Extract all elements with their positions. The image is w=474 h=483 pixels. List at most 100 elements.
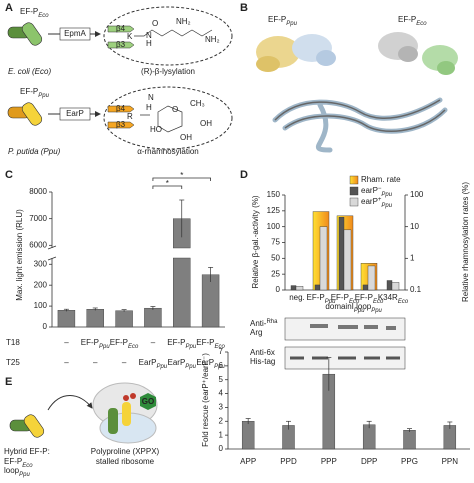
- bar: [241, 421, 255, 450]
- atom-label: H: [146, 39, 152, 48]
- bar: [338, 216, 345, 291]
- significance-star: *: [166, 179, 169, 188]
- hybrid-label: Hybrid EF-P:: [4, 447, 50, 456]
- hybrid-name-line2: loop: [4, 466, 20, 475]
- panel-label: C: [5, 169, 13, 181]
- y-tick-label: 6: [219, 361, 224, 370]
- y-tick-label: 0: [43, 322, 48, 331]
- y-tick-label: 125: [267, 206, 281, 215]
- legend-swatch: [349, 197, 359, 207]
- x-tick-label-main: EF-P: [307, 293, 325, 302]
- row-cell-sub: Eco: [215, 344, 226, 350]
- x-tick-label-line2: domainI: [325, 302, 353, 311]
- x-tick-label-sub: Eco: [398, 299, 409, 305]
- row-cell-sub: Eco: [128, 344, 139, 350]
- y-tick-label: 200: [34, 280, 48, 289]
- x-tick-label: PPN: [442, 457, 459, 466]
- modification-label: α-rhamnosylation: [137, 147, 199, 156]
- atom-label: H: [146, 103, 152, 112]
- bar: [362, 284, 369, 291]
- residue-label: R: [127, 112, 133, 121]
- eco-protein-icon: [7, 22, 43, 46]
- structure-ppu: [256, 34, 336, 72]
- row-cell: EarPPpu: [139, 358, 168, 369]
- row-cell: –: [122, 358, 127, 367]
- go-label: GO: [142, 397, 154, 406]
- y-tick-label: 300: [34, 259, 48, 268]
- row-label: T25: [6, 358, 20, 367]
- hybrid-name-main: EF-P: [4, 457, 22, 466]
- bar: [367, 265, 376, 291]
- structure-label-sub: Eco: [416, 21, 427, 27]
- y-tick-label: 4: [219, 389, 224, 398]
- row-cell-main: EF-P: [167, 338, 185, 347]
- significance-star: *: [180, 171, 183, 180]
- x-tick-label: PPD: [280, 457, 297, 466]
- y-tick-label: 1: [219, 430, 224, 439]
- y2-tick-label: 10: [410, 222, 419, 231]
- modification-label: (R)-β-lysylation: [141, 67, 195, 76]
- row-cell-main: EarP: [168, 358, 186, 367]
- rhamnose-ring: [140, 105, 183, 133]
- bar: [319, 226, 328, 291]
- y-tick-label: 6000: [29, 240, 47, 249]
- enzyme-label: EpmA: [64, 29, 86, 38]
- y-tick-label: 100: [267, 222, 281, 231]
- row-cell-sub: Ppu: [214, 364, 225, 370]
- legend-label-main: earP: [361, 186, 378, 195]
- hybrid-name-sub2: Ppu: [19, 472, 30, 478]
- x-tick-label-sub2: Ppu: [354, 308, 365, 314]
- strand-label: β4: [116, 24, 126, 33]
- protein-label-main: EF-P: [20, 7, 38, 16]
- row-cell: EarPPpu: [168, 358, 197, 369]
- structure-label: EF-PPpu: [268, 15, 298, 26]
- blot-label: Anti-Rha Arg: [250, 319, 278, 338]
- hybrid-name-sub: Eco: [22, 463, 33, 469]
- bar: [173, 257, 191, 328]
- blot-label-sup: Rha: [266, 319, 278, 325]
- legend-label-main: earP: [361, 197, 378, 206]
- protein-label-sub: Ppu: [38, 93, 49, 99]
- organism-label: P. putida (Ppu): [8, 147, 61, 156]
- hybrid-name: EF-PEco loopPpu: [4, 457, 33, 478]
- bar: [391, 282, 400, 291]
- beta-strands: [107, 25, 135, 49]
- row-cell: EF-PPpu: [167, 338, 197, 349]
- protein-label-sub: Eco: [38, 13, 49, 19]
- x-tick-label: EF-PEco domainIPpu: [325, 293, 365, 314]
- y-tick-label: 150: [267, 190, 281, 199]
- blot-label-main: Anti-: [250, 319, 267, 328]
- y-tick-label: 3: [219, 403, 224, 412]
- x-tick-label: neg.: [289, 293, 305, 302]
- bar: [201, 274, 220, 328]
- structure-overlay: [272, 97, 448, 153]
- y-axis: [51, 192, 225, 328]
- structure-label-main: EF-P: [268, 15, 286, 24]
- row-cell-sub: Ppu: [185, 364, 196, 370]
- row-cell-main: EF-P: [110, 338, 128, 347]
- row-cell-sub: Ppu: [156, 364, 167, 370]
- x-tick-label: APP: [240, 457, 256, 466]
- y-axis-label: Relative β-gal.-activity (%): [251, 195, 260, 288]
- legend-label-sub: Ppu: [381, 203, 392, 209]
- significance-bracket: [152, 177, 211, 181]
- y-tick-label: 7: [219, 347, 224, 356]
- bar: [86, 309, 104, 328]
- x-tick-label-sub: Ppu: [325, 299, 336, 305]
- blot-bands: [310, 324, 396, 330]
- legend-label-sub: Ppu: [381, 192, 392, 198]
- x-tick-label-sub2: Ppu: [371, 308, 382, 314]
- structure-eco: [378, 32, 458, 75]
- row-cell: –: [151, 338, 156, 347]
- blot-label-main: Anti-6x: [250, 348, 275, 357]
- enzyme-box: [59, 107, 91, 121]
- x-tick-label: EF-PEco loopPpu: [355, 293, 384, 314]
- x-tick-label: PPP: [321, 457, 337, 466]
- structure-label: EF-PEco: [398, 15, 427, 26]
- bar: [443, 425, 457, 450]
- x-tick-label: DPP: [361, 457, 377, 466]
- legend-label: earP−Ppu: [361, 186, 393, 198]
- atom-label: CH₃: [190, 99, 205, 108]
- zoom-ellipse: [103, 86, 233, 150]
